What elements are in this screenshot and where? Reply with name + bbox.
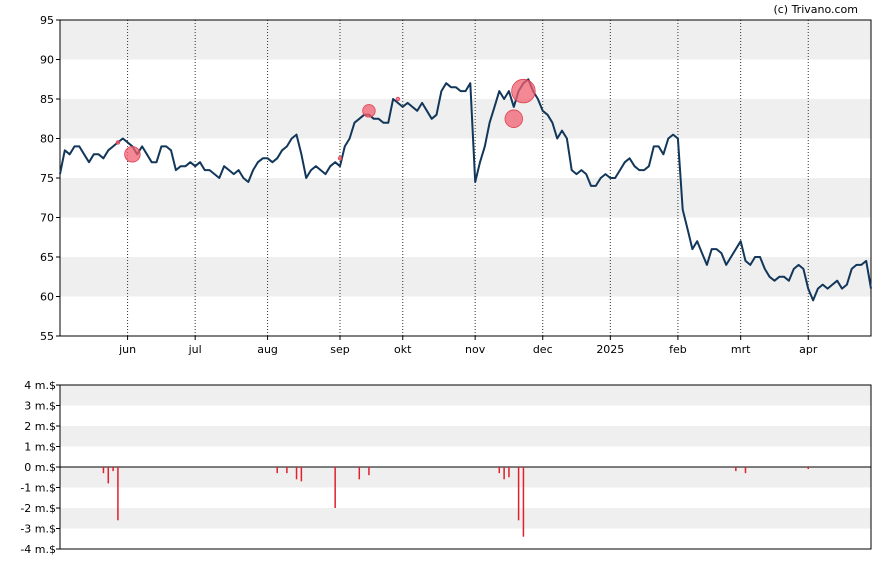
x-tick-label: feb (669, 343, 687, 356)
volume-bar (498, 467, 501, 474)
volume-grid-band (60, 385, 871, 406)
trade-marker (362, 104, 376, 118)
volume-bar (295, 467, 298, 480)
volume-bar (358, 467, 361, 480)
y-tick-label: 95 (40, 14, 54, 27)
y-tick-label: 60 (40, 291, 54, 304)
volume-y-tick-label: -4 m.$ (20, 543, 56, 556)
price-line (59, 78, 872, 302)
volume-bar (286, 467, 288, 474)
volume-bar (807, 467, 809, 470)
trade-marker (124, 146, 141, 163)
y-tick-label: 55 (40, 330, 54, 343)
price-grid-band (60, 178, 871, 218)
y-tick-label: 80 (40, 133, 54, 146)
x-tick-label: sep (330, 343, 349, 356)
trade-marker (337, 156, 343, 161)
y-tick-label: 85 (40, 93, 54, 106)
volume-y-tick-label: -1 m.$ (20, 482, 56, 495)
trade-marker (115, 140, 121, 145)
y-tick-label: 90 (40, 54, 54, 67)
x-tick-label: jul (188, 343, 202, 356)
x-tick-label: apr (799, 343, 818, 356)
volume-bar (522, 467, 525, 537)
volume-bar (508, 467, 510, 478)
volume-y-tick-label: 0 m.$ (24, 461, 56, 474)
volume-bar (117, 467, 119, 521)
x-tick-label: aug (257, 343, 278, 356)
trade-marker (395, 96, 401, 102)
volume-bar (368, 467, 370, 476)
volume-bar (300, 467, 303, 482)
price-plot-frame (59, 19, 872, 337)
volume-bar (735, 467, 737, 472)
x-tick-label: mrt (731, 343, 751, 356)
volume-bar (517, 467, 520, 521)
x-tick-label: dec (533, 343, 553, 356)
price-grid-band (60, 20, 871, 60)
trade-marker (511, 78, 536, 104)
x-tick-label: okt (394, 343, 412, 356)
volume-bar (503, 467, 505, 480)
y-tick-label: 65 (40, 251, 54, 264)
volume-y-tick-label: 1 m.$ (24, 441, 56, 454)
volume-panel: 4 m.$ 3 m.$ 2 m.$ 1 m.$ 0 m.$ -1 m.$ -2 m.$ -3 … (20, 379, 872, 556)
volume-grid-band (60, 426, 871, 447)
volume-y-tick-label: 2 m.$ (24, 420, 56, 433)
volume-grid-band (60, 467, 871, 488)
watermark: (c) Trivano.com (773, 3, 858, 16)
x-tick-label: nov (465, 343, 486, 356)
x-tick-label: jun (118, 343, 136, 356)
volume-bar (112, 467, 114, 472)
y-tick-label: 75 (40, 172, 54, 185)
volume-y-tick-label: 3 m.$ (24, 400, 56, 413)
trade-marker (504, 109, 523, 128)
volume-bar (334, 467, 336, 508)
x-tick-label: 2025 (596, 343, 624, 356)
volume-bar (744, 467, 747, 474)
volume-grid-band (60, 508, 871, 529)
volume-bar (276, 467, 278, 474)
volume-y-tick-label: -3 m.$ (20, 523, 56, 536)
y-tick-label: 70 (40, 212, 54, 225)
volume-y-tick-label: 4 m.$ (24, 379, 56, 392)
volume-bar (102, 467, 105, 474)
price-panel: jun jul aug sep okt nov dec 2025 feb mrt apr 55 60 65… (40, 14, 872, 356)
volume-y-tick-label: -2 m.$ (20, 502, 56, 515)
price-grid-band (60, 99, 871, 139)
volume-bar (107, 467, 110, 484)
